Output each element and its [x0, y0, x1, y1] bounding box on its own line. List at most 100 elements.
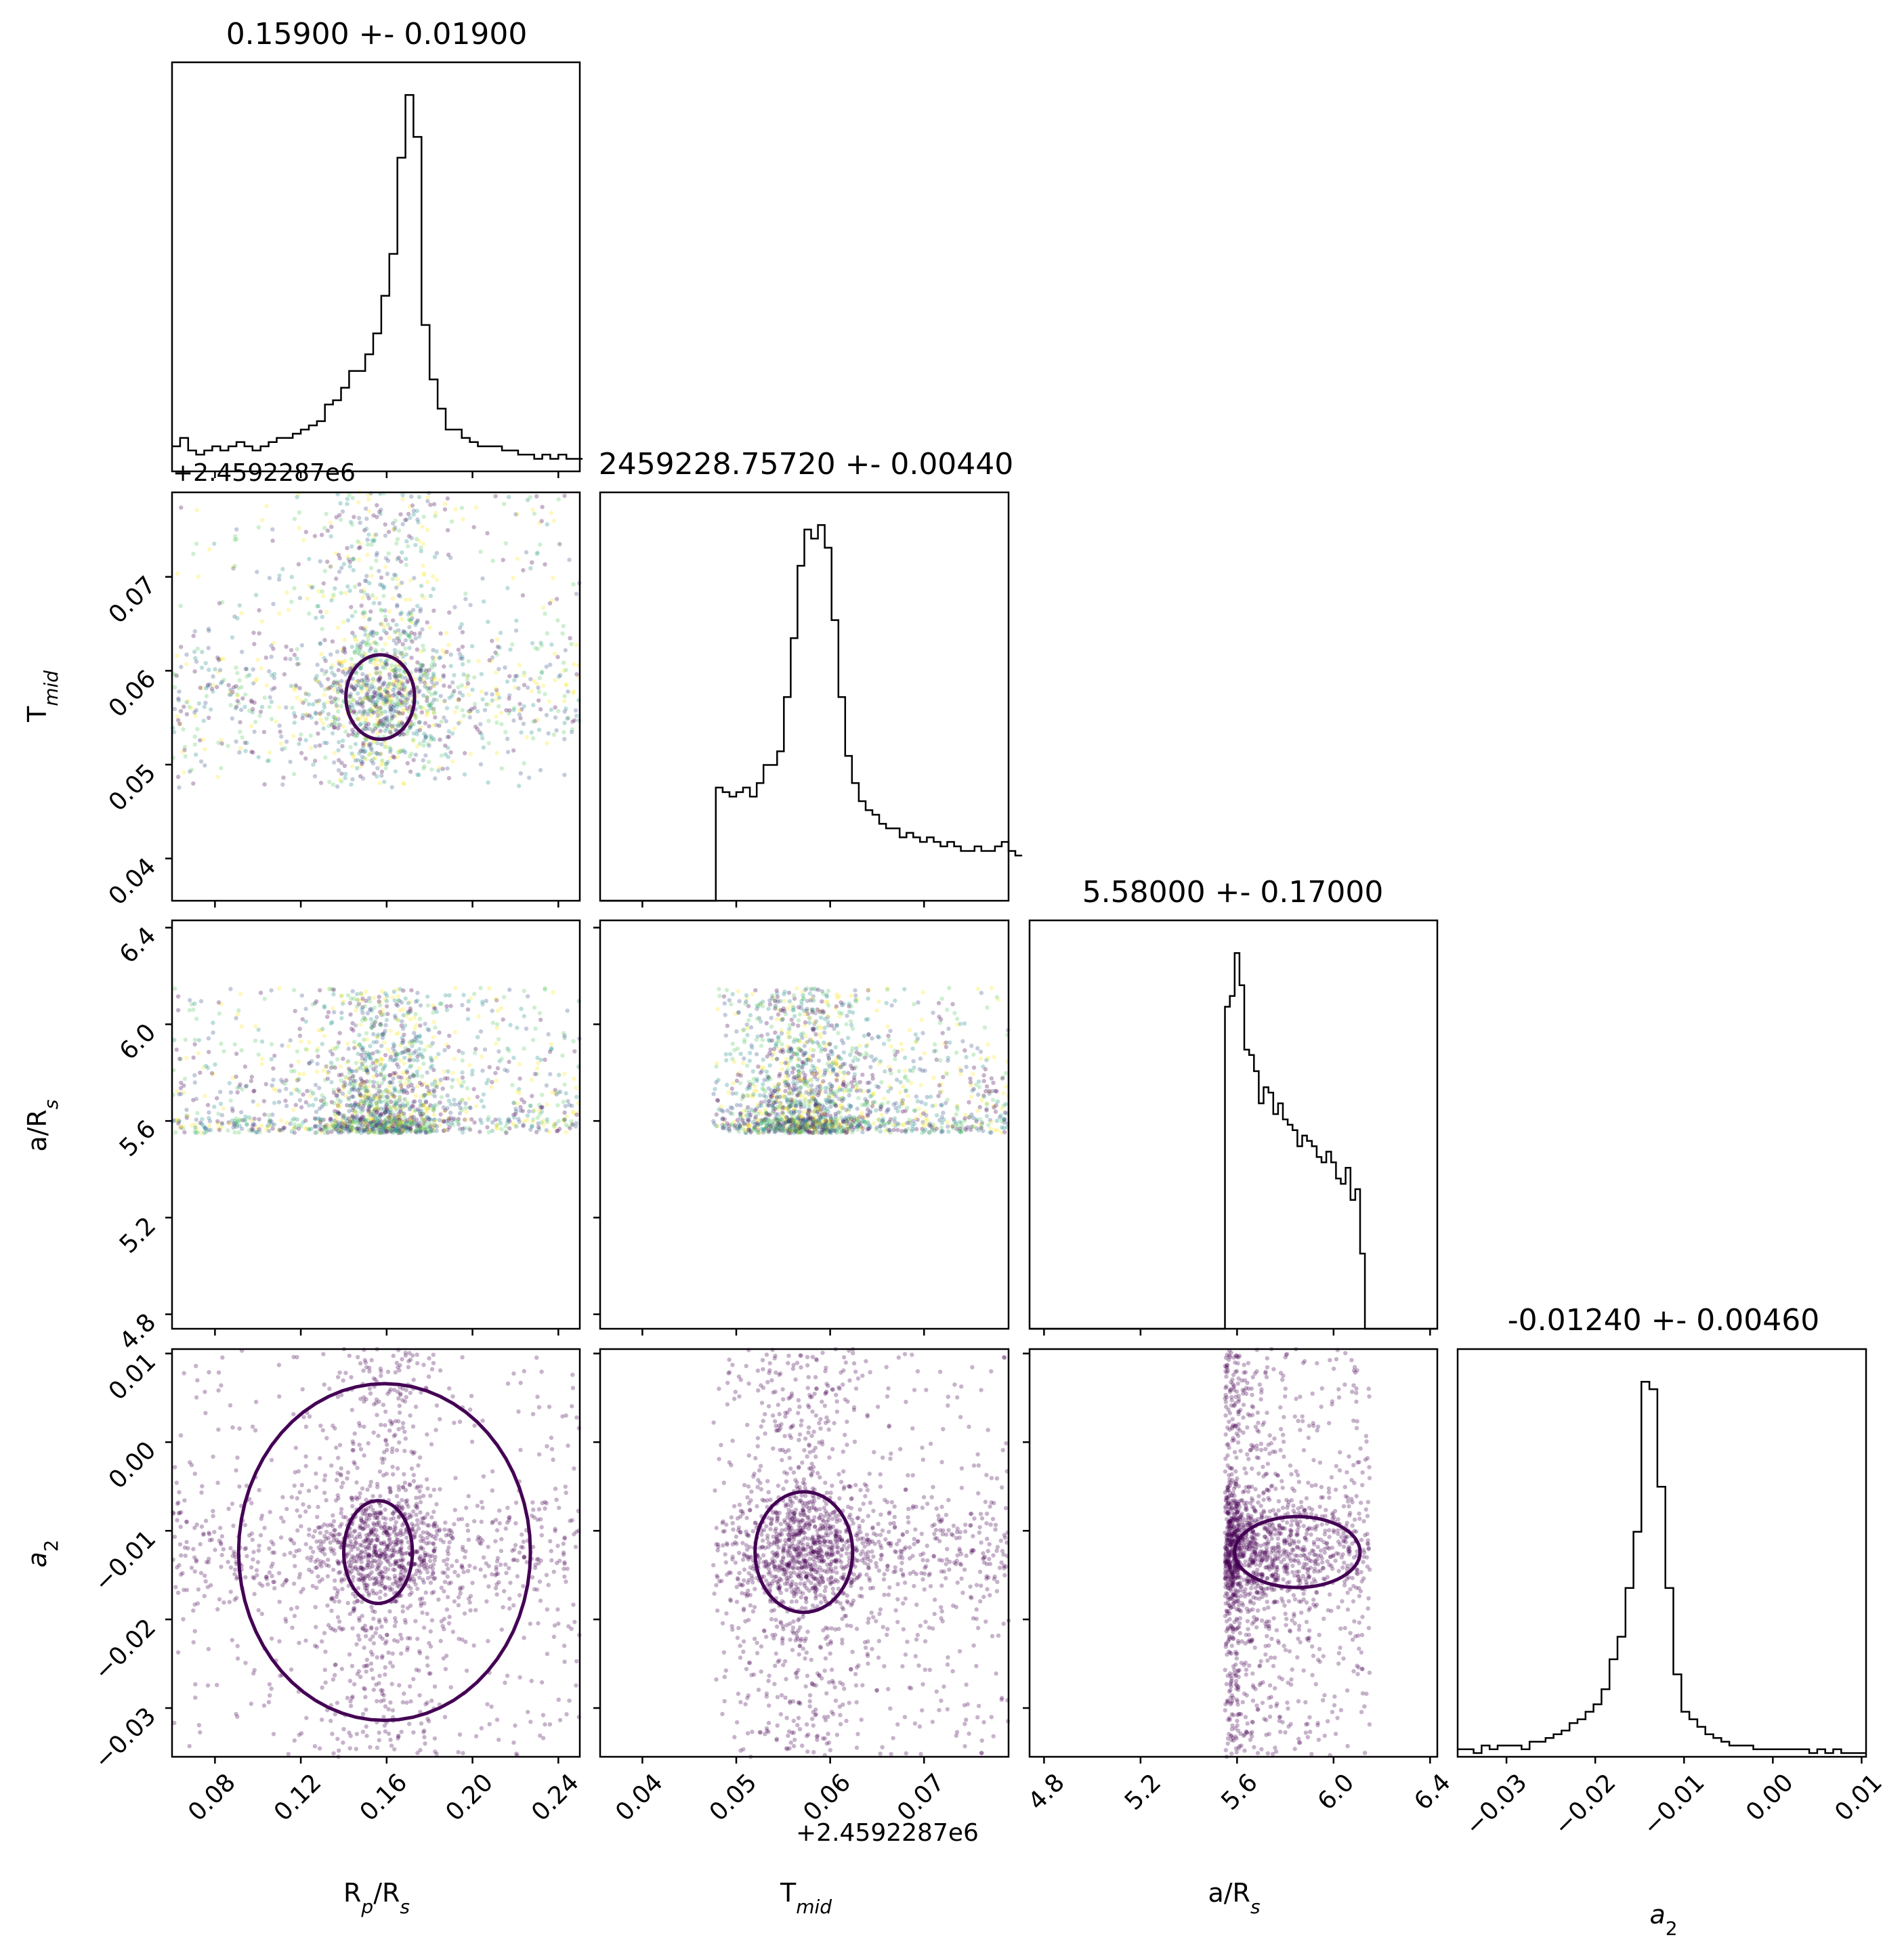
scatter-point: [421, 541, 426, 547]
scatter-point: [505, 1120, 510, 1125]
scatter-point: [841, 1096, 845, 1101]
scatter-point: [521, 568, 526, 573]
scatter-point: [417, 1017, 423, 1021]
scatter-point: [338, 517, 343, 522]
scatter-point: [339, 1078, 343, 1083]
scatter-point: [372, 705, 377, 710]
scatter-point: [400, 681, 405, 686]
scatter-point: [428, 1044, 433, 1048]
scatter-point: [499, 710, 504, 715]
scatter-point: [874, 1057, 879, 1061]
scatter-point: [429, 735, 435, 740]
scatter-point: [331, 1088, 336, 1092]
scatter-point: [387, 1084, 392, 1089]
scatter-point: [355, 717, 360, 721]
scatter-point: [379, 751, 383, 756]
scatter-point: [234, 527, 239, 532]
scatter-point: [372, 996, 377, 1000]
scatter-point: [460, 654, 465, 660]
scatter-point: [853, 993, 858, 998]
scatter-point: [356, 758, 360, 763]
scatter-point: [505, 679, 510, 684]
scatter-point: [339, 779, 344, 784]
scatter-point: [320, 1027, 325, 1031]
scatter-point: [897, 1069, 902, 1073]
scatter-point: [251, 681, 256, 686]
scatter-point: [183, 754, 188, 759]
scatter-point: [282, 746, 287, 751]
scatter-point: [921, 990, 926, 995]
scatter-point: [512, 1101, 517, 1105]
scatter-point: [181, 727, 186, 732]
scatter-point: [845, 1036, 851, 1040]
scatter-point: [442, 507, 448, 512]
scatter-point: [244, 1084, 249, 1088]
scatter-point: [410, 639, 415, 644]
scatter-point: [371, 1109, 377, 1113]
scatter-point: [855, 1127, 860, 1132]
scatter-point: [368, 609, 373, 614]
scatter-point: [902, 987, 907, 991]
scatter-point: [338, 1099, 343, 1104]
scatter-point: [337, 683, 343, 687]
scatter-point: [856, 1124, 861, 1128]
scatter-point: [182, 1090, 186, 1095]
scatter-point: [421, 739, 426, 744]
scatter-point: [919, 1100, 924, 1105]
scatter-point: [730, 1091, 735, 1096]
scatter-point: [377, 706, 381, 711]
scatter-point: [358, 723, 362, 727]
scatter-point: [394, 573, 398, 578]
scatter-point: [515, 556, 520, 561]
scatter-point: [402, 750, 408, 755]
scatter-point: [375, 503, 379, 508]
scatter-point: [791, 1005, 796, 1010]
scatter-point: [252, 641, 257, 647]
scatter-point: [527, 775, 532, 780]
scatter-point: [554, 1092, 559, 1097]
scatter-point: [421, 766, 426, 771]
scatter-point: [370, 538, 375, 543]
scatter-point: [414, 666, 419, 672]
scatter-point: [439, 1001, 444, 1006]
scatter-point: [371, 677, 375, 681]
scatter-point: [360, 754, 365, 759]
scatter-point: [362, 1056, 368, 1061]
scatter-point: [382, 721, 387, 726]
scatter-point: [209, 686, 215, 691]
scatter-point: [407, 1122, 412, 1126]
scatter-point: [723, 1033, 729, 1038]
scatter-point: [427, 743, 431, 748]
scatter-point: [411, 731, 417, 736]
scatter-points-layer: [171, 490, 1372, 1759]
scatter-point: [392, 703, 397, 708]
scatter-point: [396, 593, 402, 598]
scatter-point: [375, 722, 380, 727]
scatter-point: [377, 721, 381, 726]
scatter-point: [209, 1071, 215, 1075]
scatter-point: [238, 708, 244, 712]
scatter-panel-rp-ars: [171, 985, 582, 1136]
scatter-point: [535, 551, 540, 555]
scatter-point: [290, 705, 295, 710]
scatter-point: [746, 1018, 751, 1023]
scatter-point: [379, 718, 383, 723]
scatter-point: [384, 717, 389, 721]
scatter-point: [211, 689, 215, 694]
scatter-point: [417, 741, 423, 746]
scatter-point: [215, 1096, 219, 1101]
scatter-point: [722, 1001, 727, 1006]
scatter-point: [361, 626, 366, 631]
scatter-point: [383, 666, 387, 670]
scatter-point: [479, 1120, 484, 1126]
scatter-point: [411, 1058, 416, 1063]
scatter-point: [373, 647, 378, 652]
scatter-point: [400, 550, 404, 555]
scatter-point: [333, 1124, 337, 1128]
scatter-point: [446, 746, 450, 750]
scatter-point: [365, 1050, 371, 1055]
scatter-point: [454, 705, 459, 710]
scatter-point: [448, 555, 453, 560]
scatter-point: [385, 1012, 390, 1017]
scatter-point: [968, 1114, 973, 1119]
